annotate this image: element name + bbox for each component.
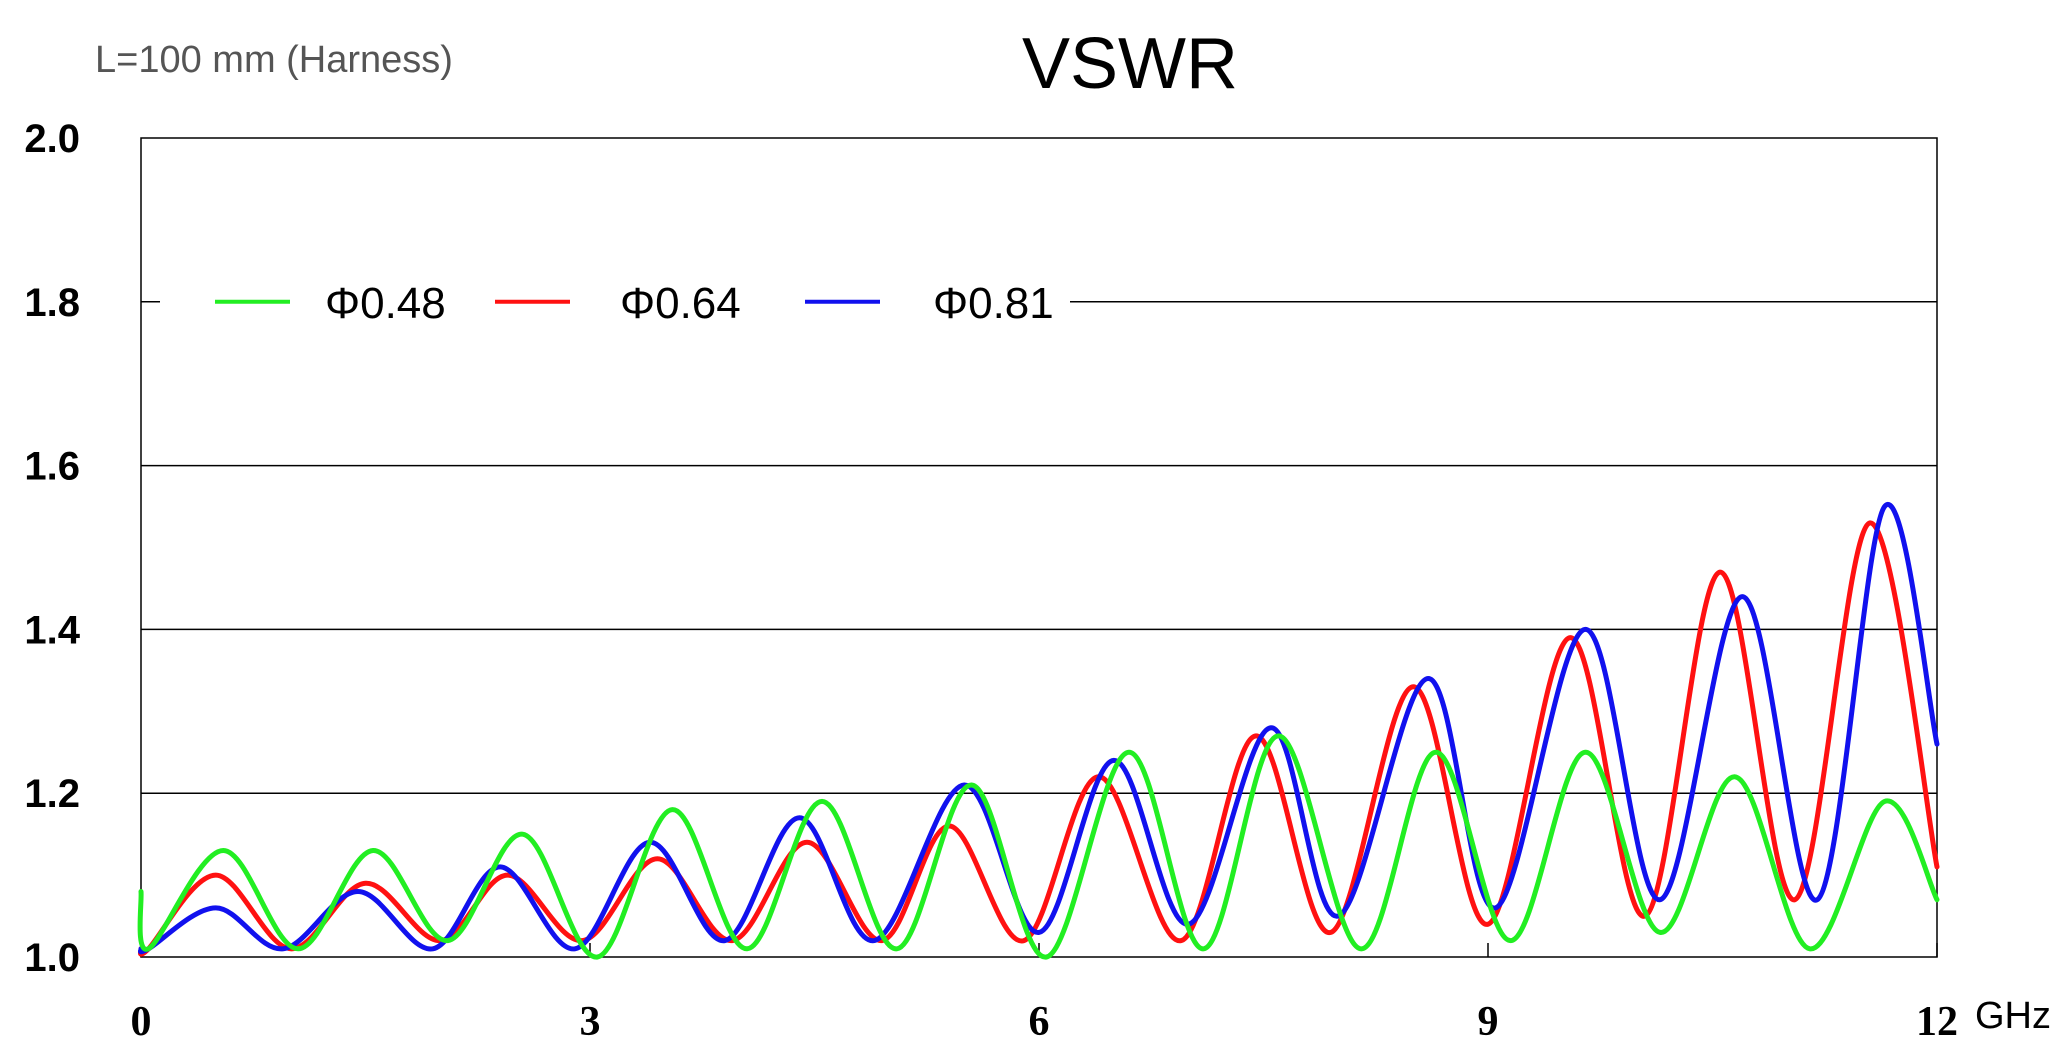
legend-label: Φ0.48	[325, 279, 446, 328]
y-tick-label: 1.0	[24, 936, 80, 980]
x-tick-label: 6	[1029, 999, 1050, 1039]
chart-subtitle: L=100 mm (Harness)	[95, 39, 453, 81]
legend: Φ0.48 Φ0.64 Φ0.81	[160, 265, 1070, 338]
y-tick-label: 1.4	[24, 608, 80, 652]
x-axis: 0 3 6 9 12	[131, 943, 1958, 1039]
legend-background	[160, 265, 1070, 338]
x-axis-unit: GHz	[1975, 995, 2051, 1037]
series-lines	[137, 501, 1940, 960]
gridlines	[141, 301, 1937, 794]
x-tick-label: 12	[1916, 999, 1958, 1039]
chart-title: VSWR	[1022, 24, 1238, 104]
series-line-2	[138, 501, 1940, 955]
x-tick-label: 0	[131, 999, 152, 1039]
legend-label: Φ0.81	[933, 279, 1054, 328]
y-tick-label: 2.0	[24, 117, 80, 161]
y-tick-label: 1.2	[24, 772, 80, 816]
x-tick-label: 9	[1478, 999, 1499, 1039]
series-line-0	[137, 733, 1940, 960]
legend-label: Φ0.64	[620, 279, 741, 328]
y-tick-label: 1.8	[24, 281, 80, 325]
y-axis: 1.0 1.2 1.4 1.6 1.8 2.0	[24, 117, 80, 980]
y-tick-label: 1.6	[24, 445, 80, 489]
x-tick-label: 3	[580, 999, 601, 1039]
